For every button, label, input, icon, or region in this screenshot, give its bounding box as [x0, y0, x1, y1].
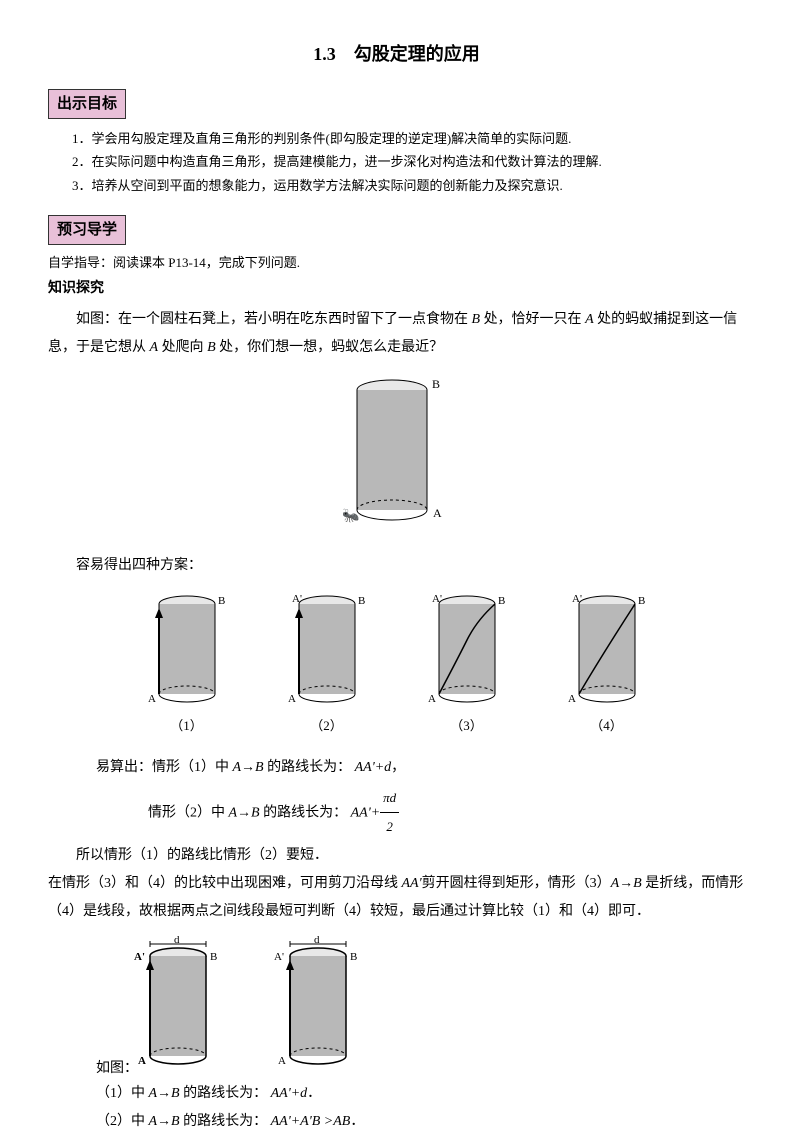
cylinder-4: A' B A	[562, 590, 652, 710]
calc2-b: 的路线长为：	[260, 805, 348, 820]
svg-text:B: B	[358, 595, 365, 607]
paragraph-1: 如图：在一个圆柱石凳上，若小明在吃东西时留下了一点食物在 B 处，恰好一只在 A…	[48, 306, 745, 362]
plan-label-4: （4）	[562, 716, 652, 737]
svg-text:A': A'	[292, 593, 302, 605]
svg-text:A: A	[288, 693, 296, 705]
comma: ，	[391, 760, 405, 775]
atob-1: A→B	[233, 760, 264, 775]
cylinder-3: A' B A	[422, 590, 512, 710]
svg-text:A: A	[433, 506, 442, 520]
result-1: （1）中 A→B 的路线长为： AA'+d．	[96, 1080, 745, 1108]
svg-text:B: B	[432, 377, 440, 391]
cylinder-2: A' B A	[282, 590, 372, 710]
svg-text:🐜: 🐜	[342, 508, 359, 524]
svg-text:A: A	[138, 1055, 146, 1067]
objectives-list: 1．学会用勾股定理及直角三角形的判别条件(即勾股定理的逆定理)解决简单的实际问题…	[72, 127, 745, 197]
calc1-a: 易算出：情形（1）中	[96, 760, 233, 775]
frac-den: 2	[380, 813, 399, 842]
cylinder-1: B A	[142, 590, 232, 710]
svg-text:B: B	[638, 595, 645, 607]
svg-text:B: B	[498, 595, 505, 607]
calc2-aa: AA'+	[351, 805, 381, 820]
svg-text:B: B	[218, 595, 225, 607]
r1-expr: AA'+d	[271, 1086, 308, 1101]
main-cylinder-figure: B A 🐜	[48, 372, 745, 532]
svg-text:B: B	[210, 951, 217, 963]
paragraph-3: 在情形（3）和（4）的比较中出现困难，可用剪刀沿母线 AA'剪开圆柱得到矩形，情…	[48, 870, 745, 926]
bottom-cylinder-1: d A' B A	[128, 936, 228, 1076]
p1-text-d: 处爬向	[158, 340, 207, 355]
svg-text:A: A	[148, 693, 156, 705]
p1-text-a: 如图：在一个圆柱石凳上，若小明在吃东西时留下了一点食物在	[76, 312, 472, 327]
var-A2: A	[150, 340, 159, 355]
var-B: B	[472, 312, 481, 327]
svg-text:A: A	[568, 693, 576, 705]
section-tag-preview: 预习导学	[48, 215, 126, 245]
svg-text:d: d	[174, 936, 180, 946]
r1-b: 的路线长为：	[180, 1086, 268, 1101]
p3-mid: AA'	[402, 876, 422, 891]
calc1-expr: AA'+d	[355, 760, 392, 775]
svg-text:A': A'	[432, 593, 442, 605]
result-2: （2）中 A→B 的路线长为： AA'+A'B >AB．	[96, 1108, 745, 1136]
svg-text:A': A'	[134, 951, 145, 963]
p3-b: 剪开圆柱得到矩形，情形（3）	[422, 876, 611, 891]
bottom-cylinders: d A' B A d A' B A	[128, 936, 745, 1076]
plan-label-3: （3）	[422, 716, 512, 737]
four-cylinders-row: B A A' B A A' B A A' B	[48, 590, 745, 710]
svg-text:B: B	[350, 951, 357, 963]
svg-text:A: A	[428, 693, 436, 705]
atob-r1: A→B	[149, 1086, 180, 1101]
atob-2: A→B	[229, 805, 260, 820]
plan-label-2: （2）	[282, 716, 372, 737]
frac-num: πd	[380, 784, 399, 814]
period-1: ．	[307, 1086, 321, 1101]
var-B2: B	[207, 340, 216, 355]
calc2-a: 情形（2）中	[148, 805, 229, 820]
plan-label-1: （1）	[142, 716, 232, 737]
objective-3: 3．培养从空间到平面的想象能力，运用数学方法解决实际问题的创新能力及探究意识.	[72, 174, 745, 197]
objective-1: 1．学会用勾股定理及直角三角形的判别条件(即勾股定理的逆定理)解决简单的实际问题…	[72, 127, 745, 150]
bottom-cylinder-2: d A' B A	[268, 936, 368, 1076]
plan-labels-row: （1） （2） （3） （4）	[48, 716, 745, 737]
p1-text-e: 处，你们想一想，蚂蚁怎么走最近？	[216, 340, 444, 355]
calc-line-2: 情形（2）中 A→B 的路线长为： AA'+πd2	[148, 784, 745, 842]
sub-heading: 知识探究	[48, 278, 745, 300]
svg-text:A': A'	[274, 951, 284, 963]
guide-text: 自学指导：阅读课本 P13-14，完成下列问题.	[48, 253, 745, 274]
section-tag-objectives: 出示目标	[48, 89, 126, 119]
svg-text:A: A	[278, 1055, 286, 1067]
fraction: πd2	[380, 784, 399, 842]
svg-text:A': A'	[572, 593, 582, 605]
cylinder-main-svg: B A 🐜	[337, 372, 457, 532]
calc1-b: 的路线长为：	[264, 760, 352, 775]
atob-3: A→B	[611, 876, 642, 891]
calc-line-1: 易算出：情形（1）中 A→B 的路线长为： AA'+d，	[96, 753, 745, 784]
conclusion-1: 所以情形（1）的路线比情形（2）要短．	[48, 842, 745, 870]
p1-text-b: 处，恰好一只在	[480, 312, 585, 327]
p3-a: 在情形（3）和（4）的比较中出现困难，可用剪刀沿母线	[48, 876, 402, 891]
four-plans-intro: 容易得出四种方案：	[48, 552, 745, 580]
r1-a: （1）中	[96, 1086, 149, 1101]
var-A: A	[585, 312, 594, 327]
objective-2: 2．在实际问题中构造直角三角形，提高建模能力，进一步深化对构造法和代数计算法的理…	[72, 150, 745, 173]
page-title: 1.3 勾股定理的应用	[48, 40, 745, 69]
svg-text:d: d	[314, 936, 320, 946]
